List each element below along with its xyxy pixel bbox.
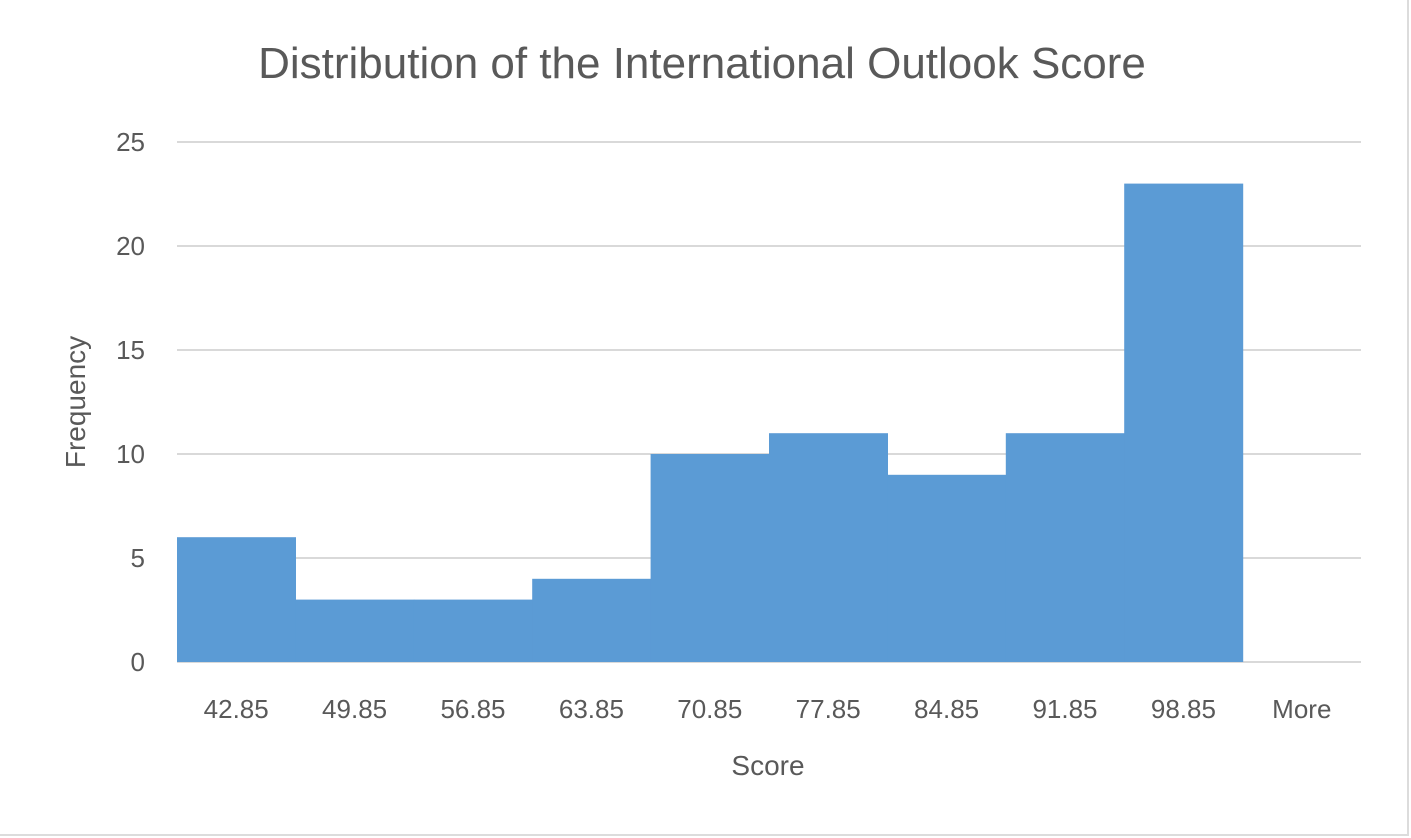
y-tick-label: 5: [131, 543, 145, 573]
bar-77.85: [769, 433, 888, 662]
y-tick-label: 10: [116, 439, 145, 469]
x-tick-label: 98.85: [1151, 694, 1216, 724]
bar-63.85: [532, 578, 652, 662]
bar-56.85: [413, 599, 533, 662]
x-tick-label: 56.85: [440, 694, 505, 724]
bar-70.85: [650, 454, 770, 662]
x-tick-label: 84.85: [914, 694, 979, 724]
x-axis-ticks: 42.85 49.85 56.85 63.85 70.85 77.85 84.85 91.85…: [204, 694, 1332, 724]
x-tick-label: 63.85: [559, 694, 624, 724]
y-tick-label: 15: [116, 335, 145, 365]
y-tick-label: 0: [131, 647, 145, 677]
y-tick-label: 25: [116, 127, 145, 157]
x-tick-label: 77.85: [796, 694, 861, 724]
y-axis-title: Frequency: [60, 336, 91, 468]
x-tick-label: 49.85: [322, 694, 387, 724]
bar-84.85: [887, 474, 1007, 662]
y-tick-label: 20: [116, 231, 145, 261]
bar-42.85: [177, 537, 296, 662]
y-axis-ticks: 0 5 10 15 20 25: [116, 127, 145, 677]
x-tick-label: More: [1272, 694, 1331, 724]
bars: [177, 183, 1244, 662]
chart-title: Distribution of the International Outloo…: [258, 39, 1146, 88]
x-tick-label: 70.85: [677, 694, 742, 724]
bar-98.85: [1124, 183, 1244, 662]
bar-49.85: [295, 599, 415, 662]
x-tick-label: 42.85: [204, 694, 269, 724]
x-tick-label: 91.85: [1032, 694, 1097, 724]
bar-91.85: [1005, 433, 1125, 662]
x-axis-title: Score: [731, 750, 804, 781]
